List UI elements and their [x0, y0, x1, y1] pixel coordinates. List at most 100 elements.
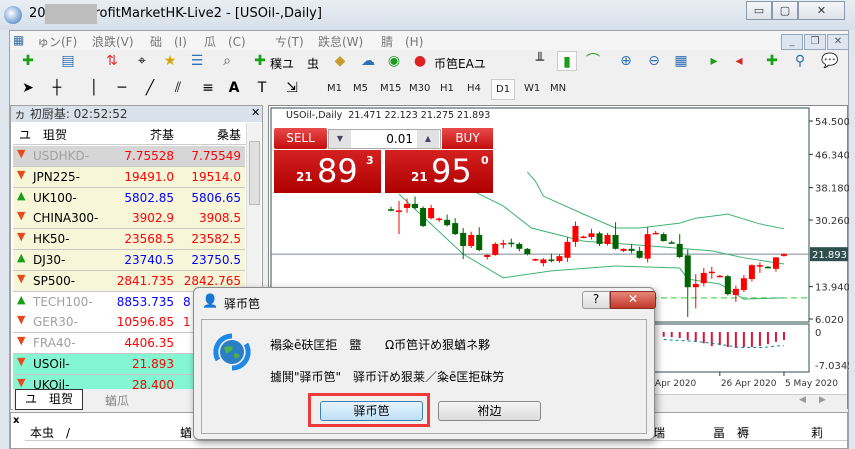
crosshair-data-window-icon[interactable]: ⌖ — [138, 53, 146, 69]
market-watch-row[interactable]: ▼ FRA40- 4406.35 — [13, 333, 245, 355]
scroll-thumb[interactable] — [249, 141, 260, 205]
timeframe-h1[interactable]: H1 — [440, 83, 454, 94]
tab-tick-chart[interactable]: 蝤瓜 — [105, 394, 130, 408]
dialog-close-button[interactable]: ✕ — [610, 291, 656, 309]
timeframe-d1[interactable]: D1 — [491, 79, 516, 100]
auto-trading-label[interactable]: 币笆EAユ — [434, 57, 486, 71]
minimize-button[interactable]: ▭ — [746, 1, 772, 20]
help-button[interactable]: ? — [582, 291, 610, 309]
col-order[interactable]: 本虫 / — [30, 426, 71, 440]
market-watch-row[interactable]: ▲ TECH100- 8853.735 8 — [13, 291, 245, 313]
col-swap[interactable]: 畐 褥 — [713, 426, 750, 440]
market-watch-row[interactable]: ▼ JPN225- 19491.0 19514.0 — [13, 166, 245, 188]
market-watch-icon[interactable]: ⇅ — [106, 53, 118, 69]
buy-price-box[interactable]: 21 95 0 — [385, 150, 493, 193]
signals-icon[interactable]: ☁ — [361, 53, 375, 69]
market-watch-row[interactable]: ▲ DJ30- 23740.5 23750.5 — [13, 250, 245, 271]
trendline-icon[interactable]: ╱ — [145, 80, 155, 96]
menu-window[interactable]: 跌怠(W) — [318, 35, 364, 49]
timeframe-w1[interactable]: W1 — [524, 83, 541, 94]
terminal-icon[interactable]: ☰ — [190, 53, 204, 69]
menu-help[interactable]: 腈 (H) — [381, 35, 424, 49]
zoom-out-icon[interactable]: ⊖ — [648, 53, 660, 69]
scroll-left-icon[interactable]: ◀ — [799, 395, 806, 405]
text-icon[interactable]: A — [228, 80, 240, 96]
chart-menu-icon[interactable]: ▦ — [13, 33, 25, 47]
bar-chart-icon[interactable]: ╨ — [535, 53, 545, 69]
timeframe-m1[interactable]: M1 — [327, 83, 342, 94]
new-chart-icon[interactable]: ✚ — [22, 53, 34, 69]
timeframe-m30[interactable]: M30 — [409, 83, 431, 94]
bid-price: 21.893 — [132, 357, 174, 371]
metaeditor-icon[interactable]: ◆ — [334, 53, 346, 69]
dialog-user-icon: 👤 — [202, 294, 219, 309]
arrows-icon[interactable]: ⇲ — [286, 80, 298, 96]
col-time[interactable]: 蝤 — [180, 426, 193, 440]
child-close-button[interactable]: ✕ — [827, 34, 849, 50]
symbol-name: DJ30- — [33, 253, 66, 267]
menu-tools[interactable]: ㄘ(T) — [275, 35, 304, 49]
fibonacci-icon[interactable]: ≡ — [202, 80, 214, 96]
market-watch-row[interactable]: ▼ USDHKD- 7.75528 7.75549 — [13, 146, 245, 167]
horizontal-line-icon[interactable]: ─ — [117, 80, 127, 96]
timeframe-h4[interactable]: H4 — [467, 83, 481, 94]
new-order-icon[interactable]: ✚ — [254, 53, 266, 69]
equidistant-channel-icon[interactable]: ⫽ — [174, 80, 182, 96]
col-price[interactable]: 瑞 — [653, 426, 666, 440]
candlestick-chart-icon[interactable]: ▮ — [557, 51, 577, 71]
market-watch-row[interactable]: ▼ GER30- 10596.85 1 — [13, 312, 245, 334]
menu-charts[interactable]: 瓜 (C) — [204, 35, 246, 49]
market-icon[interactable]: ◉ — [387, 53, 401, 69]
header-symbol[interactable]: ユ 珇贺 — [19, 128, 68, 142]
strategy-tester-icon[interactable]: ⌕ — [223, 53, 231, 69]
market-watch-row[interactable]: ▼ USOil- 21.893 — [13, 354, 245, 375]
header-bid[interactable]: 芥基 — [149, 128, 174, 142]
timeframe-m5[interactable]: M5 — [353, 83, 368, 94]
lot-decrease-icon[interactable]: ▼ — [329, 130, 351, 148]
zoom-in-icon[interactable]: ⊕ — [620, 53, 632, 69]
auto-trading-icon[interactable]: ● — [413, 53, 427, 69]
new-order-label[interactable]: 穙ユ — [270, 57, 295, 71]
market-watch-close-icon[interactable]: ✕ — [251, 106, 261, 119]
search-icon[interactable]: ⚲ — [794, 53, 806, 69]
cancel-button[interactable]: 祔边 — [438, 401, 541, 421]
timeframe-m15[interactable]: M15 — [380, 83, 402, 94]
col-profit[interactable]: 莉 — [811, 426, 824, 440]
auto-scroll-icon[interactable]: ▸ — [710, 53, 718, 69]
navigator-icon[interactable]: ★ — [163, 53, 177, 69]
buy-button[interactable]: BUY — [442, 128, 493, 149]
line-chart-icon[interactable]: ⌒ — [586, 53, 600, 69]
maximize-button[interactable]: ▢ — [772, 1, 798, 20]
chart-shift-icon[interactable]: ◂ — [735, 53, 743, 69]
login-ok-button[interactable]: 驿币笆 — [320, 401, 423, 421]
tile-windows-icon[interactable]: ▦ — [674, 53, 688, 69]
crosshair-icon[interactable]: ┼ — [52, 80, 62, 96]
tab-symbols[interactable]: ユ 珇贺 — [15, 389, 83, 410]
history-label[interactable]: 虫 — [307, 57, 320, 71]
menu-insert[interactable]: 础 (I) — [150, 35, 187, 49]
close-button[interactable]: ✕ — [798, 1, 845, 20]
header-ask[interactable]: 桑基 — [216, 128, 241, 142]
text-label-icon[interactable]: T — [257, 80, 267, 96]
market-watch-row[interactable]: ▼ HK50- 23568.5 23582.5 — [13, 229, 245, 251]
menu-file[interactable]: ゅン(F) — [37, 35, 78, 49]
market-watch-row[interactable]: ▼ CHINA300- 3902.9 3908.5 — [13, 208, 245, 230]
sell-price-box[interactable]: 21 89 3 — [274, 150, 381, 193]
terminal-close-icon[interactable]: x — [13, 415, 20, 426]
cursor-icon[interactable]: ➤ — [22, 80, 34, 96]
market-watch-row[interactable]: ▼ SP500- 2841.735 2842.765 — [13, 270, 245, 292]
child-minimize-button[interactable]: _ — [781, 34, 803, 50]
scroll-right-icon[interactable]: ▶ — [819, 395, 826, 405]
indicators-icon[interactable]: ✚ — [766, 53, 778, 69]
sell-button[interactable]: SELL — [274, 128, 327, 149]
usoil-daily-chart[interactable]: 54.500 46.340 38.180 30.260 13.940 6.020 21.89… — [269, 106, 849, 410]
timeframe-mn[interactable]: MN — [550, 83, 567, 94]
menu-view[interactable]: 浪跌(V) — [92, 35, 134, 49]
lot-increase-icon[interactable]: ▲ — [417, 130, 439, 148]
vertical-line-icon[interactable]: │ — [89, 80, 99, 96]
chat-icon[interactable]: 💬 — [821, 53, 839, 69]
market-watch-row[interactable]: ▲ UK100- 5802.85 5806.65 — [13, 187, 245, 209]
profiles-icon[interactable]: ▤ — [61, 53, 75, 69]
lot-size-input[interactable]: ▼ 0.01 ▲ — [328, 129, 441, 149]
child-restore-button[interactable]: ❐ — [804, 34, 826, 50]
